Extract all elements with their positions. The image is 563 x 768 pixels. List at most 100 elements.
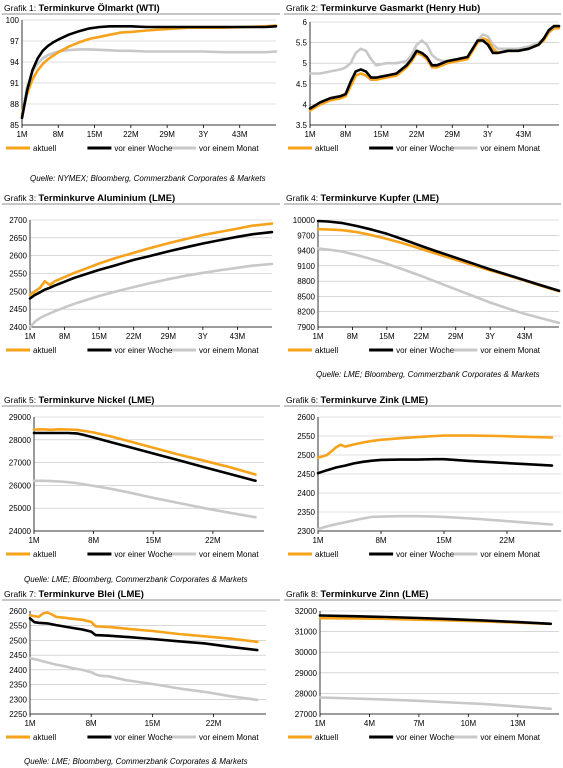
source-note-3: Quelle: LME; Bloomberg, Commerzbank Corp… [24,575,248,584]
x-tick-label: 15M [91,332,107,341]
series-line-woche [28,230,274,300]
chart-number: Grafik 6: [286,395,320,405]
legend-label-woche: vor einer Woche [396,346,455,355]
y-tick-label: 8200 [297,308,315,317]
series-line-monat [28,262,274,329]
x-tick-label: 3Y [483,130,493,139]
y-tick-label: 32000 [295,607,318,616]
legend-label-aktuell: aktuell [315,550,338,559]
y-tick-label: 4 [303,100,308,109]
series-line-aktuell [28,611,259,644]
y-tick-label: 2400 [9,666,27,675]
y-tick-label: 2600 [9,252,27,261]
y-tick-label: 4.5 [296,80,308,89]
series-line-woche [28,617,259,652]
series-line-aktuell [32,427,257,476]
chart-panel-6: Grafik 6: Terminkurve Zink (LME) 2300 2350… [282,392,563,570]
y-tick-label: 2500 [297,451,315,460]
chart-title-text: Terminkurve Aluminium (LME) [38,193,175,204]
series-line-aktuell [28,222,274,297]
y-tick-label: 7900 [297,323,315,332]
y-tick-label: 2500 [9,636,27,645]
chart-panel-5: Grafik 5: Terminkurve Nickel (LME) 24000 2… [0,392,282,570]
chart-panel-3: Grafik 3: Terminkurve Aluminium (LME) 240… [0,190,282,365]
y-tick-label: 5 [303,59,308,68]
legend-label-monat: vor einem Monat [480,346,540,355]
x-tick-label: 29M [161,332,177,341]
chart-title: Grafik 5: Terminkurve Nickel (LME) [4,395,154,406]
series-line-monat [316,247,561,325]
y-tick-label: 2550 [9,622,27,631]
series-line-woche [308,24,561,110]
legend-label-aktuell: aktuell [33,346,56,355]
source-note-4: Quelle: LME; Bloomberg, Commerzbank Corp… [24,757,248,766]
series-line-aktuell [316,434,554,459]
y-tick-label: 2450 [9,305,27,314]
y-tick-label: 94 [10,58,19,67]
chart-title: Grafik 4: Terminkurve Kupfer (LME) [286,193,439,204]
chart-number: Grafik 5: [4,395,38,405]
y-tick-label: 2300 [297,527,315,536]
chart-panel-7: Grafik 7: Terminkurve Blei (LME) 2250 2300… [0,586,282,756]
x-tick-label: 1M [312,536,323,545]
source-note-2: Quelle: LME; Bloomberg, Commerzbank Corp… [316,370,540,379]
x-tick-label: 13M [510,719,526,728]
y-tick-label: 85 [10,121,19,130]
legend-label-aktuell: aktuell [33,550,56,559]
chart-title: Grafik 7: Terminkurve Blei (LME) [4,589,144,600]
x-tick-label: 10M [461,719,477,728]
y-tick-label: 2700 [9,216,27,225]
y-tick-label: 3.5 [296,121,308,130]
y-tick-label: 27000 [295,710,318,719]
x-tick-label: 3Y [198,332,208,341]
y-tick-label: 2300 [9,695,27,704]
x-tick-label: 43M [230,332,246,341]
x-tick-label: 15M [87,130,103,139]
series-line-monat [32,479,257,519]
y-tick-label: 2450 [297,470,315,479]
x-tick-label: 22M [206,719,222,728]
x-tick-label: 15M [436,536,452,545]
legend-label-woche: vor einer Woche [114,733,173,742]
x-tick-label: 22M [205,536,221,545]
x-tick-label: 3Y [199,130,209,139]
chart-number: Grafik 2: [286,3,320,13]
series-line-woche [32,431,257,483]
x-tick-label: 7M [413,719,424,728]
chart-title-text: Terminkurve Ölmarkt (WTI) [38,3,159,14]
y-tick-label: 2250 [9,710,27,719]
x-tick-label: 1M [312,332,323,341]
chart-number: Grafik 4: [286,193,320,203]
y-tick-label: 28000 [9,436,32,445]
series-line-monat [308,24,561,75]
legend-label-monat: vor einem Monat [480,144,540,153]
legend-label-monat: vor einem Monat [199,144,259,153]
y-tick-label: 2550 [9,270,27,279]
legend-label-woche: vor einer Woche [114,550,173,559]
legend-label-woche: vor einer Woche [396,550,455,559]
y-tick-label: 9400 [297,247,315,256]
legend-label-woche: vor einer Woche [114,346,173,355]
chart-number: Grafik 7: [4,589,38,599]
x-tick-label: 3Y [485,332,495,341]
y-tick-label: 2600 [297,413,315,422]
y-tick-label: 100 [6,16,20,25]
x-tick-label: 29M [445,130,461,139]
chart-title-text: Terminkurve Zink (LME) [320,395,428,406]
x-tick-label: 1M [16,130,27,139]
x-tick-label: 15M [379,332,395,341]
x-tick-label: 22M [126,332,142,341]
chart-title-text: Terminkurve Blei (LME) [38,589,143,600]
y-tick-label: 6 [303,18,308,27]
x-tick-label: 43M [516,130,532,139]
x-tick-label: 1M [28,536,39,545]
y-tick-label: 9700 [297,231,315,240]
x-tick-label: 8M [59,332,70,341]
x-tick-label: 29M [448,332,464,341]
y-tick-label: 5.5 [296,39,308,48]
y-tick-label: 8800 [297,277,315,286]
x-tick-label: 22M [123,130,139,139]
y-tick-label: 88 [10,100,19,109]
x-tick-label: 8M [375,536,386,545]
series-line-aktuell [308,26,561,112]
